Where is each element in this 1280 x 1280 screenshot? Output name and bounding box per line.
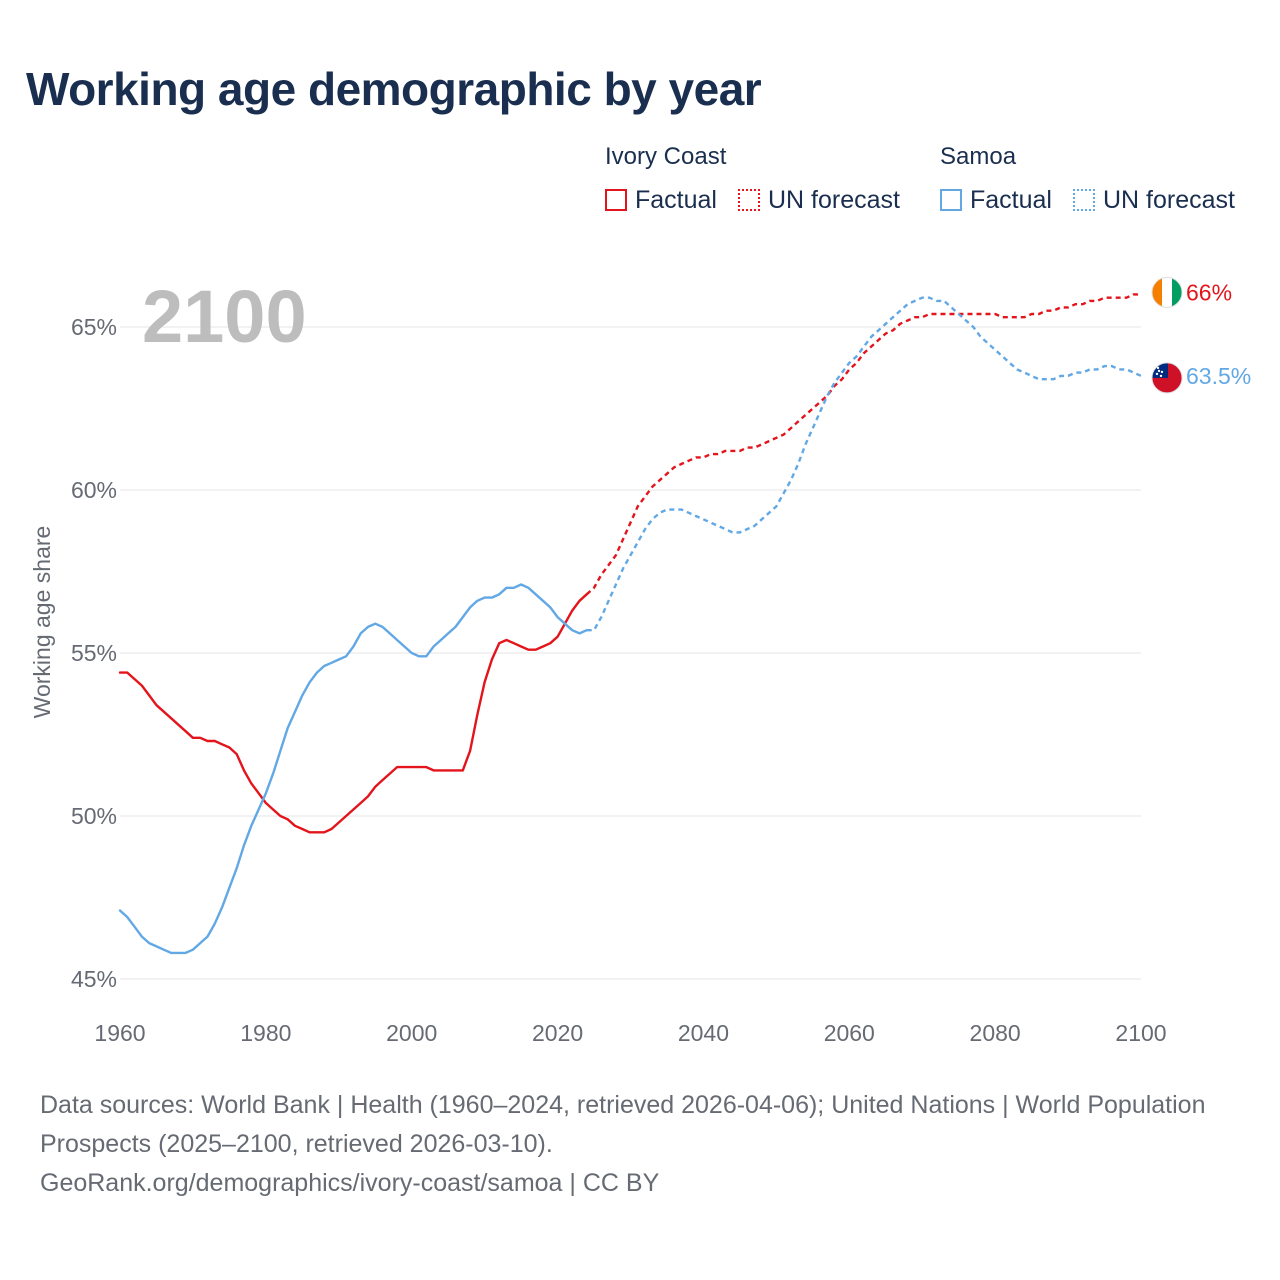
samoa-forecast-line[interactable] <box>586 296 1142 632</box>
legend-item-ivory-coast-factual[interactable]: Factual <box>605 185 717 215</box>
legend-item-samoa-forecast[interactable]: UN forecast <box>1073 185 1235 215</box>
ivory-coast-flag-icon <box>1152 277 1182 308</box>
x-tick-label: 2040 <box>678 1020 729 1046</box>
footer: Data sources: World Bank | Health (1960–… <box>40 1086 1240 1203</box>
legend-item-ivory-coast-forecast[interactable]: UN forecast <box>738 185 900 215</box>
series-lines <box>118 293 1142 955</box>
solid-swatch-icon <box>605 189 627 211</box>
year-label: 2100 <box>142 275 307 358</box>
x-tick-label: 2080 <box>970 1020 1021 1046</box>
y-tick-label: 55% <box>71 640 117 666</box>
footer-link[interactable]: GeoRank.org/demographics/ivory-coast/sam… <box>40 1169 660 1197</box>
legend-label: UN forecast <box>768 185 900 214</box>
y-tick-label: 50% <box>71 803 117 829</box>
samoa-factual-line[interactable] <box>118 583 588 955</box>
ivory-coast-forecast-line[interactable] <box>585 293 1141 596</box>
x-tick-label: 1960 <box>94 1020 145 1046</box>
x-tick-label: 1980 <box>240 1020 291 1046</box>
axes: 45% 50% 55% 60% 65% 1960 1980 2000 2020 2040 2060 2… <box>71 314 1167 1046</box>
samoa-end-label: 63.5% <box>1186 363 1251 389</box>
legend-label: Factual <box>970 185 1052 214</box>
legend-group-ivory-coast: Ivory Coast <box>605 143 727 170</box>
page-title: Working age demographic by year <box>26 63 762 115</box>
y-axis-title: Working age share <box>29 526 55 719</box>
legend-label: Factual <box>635 185 717 214</box>
y-tick-label: 65% <box>71 314 117 340</box>
legend-label: UN forecast <box>1103 185 1235 214</box>
end-markers: 66% 63.5% <box>1151 276 1251 394</box>
ivory-coast-factual-line[interactable] <box>118 593 588 834</box>
dotted-swatch-icon <box>738 189 760 211</box>
solid-swatch-icon <box>940 189 962 211</box>
ivory-coast-end-label: 66% <box>1186 279 1232 305</box>
footer-sources: Data sources: World Bank | Health (1960–… <box>40 1091 1206 1158</box>
x-tick-label: 2100 <box>1115 1020 1166 1046</box>
y-tick-label: 60% <box>71 477 117 503</box>
dotted-swatch-icon <box>1073 189 1095 211</box>
x-tick-label: 2020 <box>532 1020 583 1046</box>
legend-item-samoa-factual[interactable]: Factual <box>940 185 1052 215</box>
x-tick-label: 2060 <box>824 1020 875 1046</box>
gridlines <box>120 326 1141 980</box>
y-tick-label: 45% <box>71 966 117 992</box>
x-tick-label: 2000 <box>386 1020 437 1046</box>
legend-group-samoa: Samoa <box>940 143 1017 170</box>
